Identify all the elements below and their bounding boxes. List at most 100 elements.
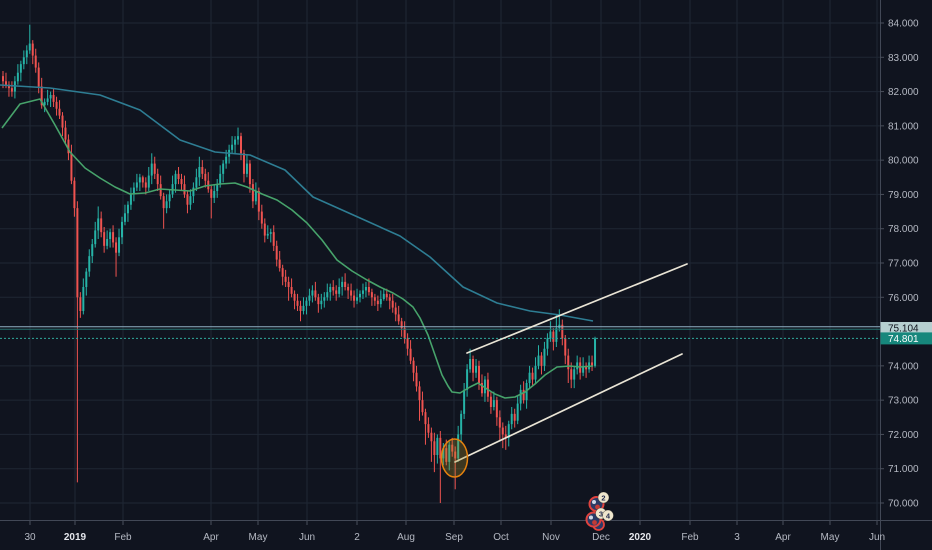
price-axis-background[interactable] bbox=[880, 0, 932, 550]
candle-body bbox=[397, 314, 400, 322]
candle bbox=[162, 192, 165, 229]
candle-body bbox=[88, 256, 91, 272]
candle bbox=[49, 91, 52, 107]
candle-body bbox=[213, 190, 216, 198]
candle bbox=[46, 89, 49, 106]
candle-body bbox=[76, 208, 79, 298]
candle bbox=[189, 189, 192, 210]
candle-body bbox=[138, 177, 141, 183]
candle-body bbox=[391, 300, 394, 308]
candle-body bbox=[52, 94, 55, 102]
idea-avatar-detail bbox=[595, 504, 600, 510]
candle bbox=[115, 237, 118, 277]
candle bbox=[302, 297, 305, 315]
candle bbox=[10, 81, 13, 97]
ellipse-annotation[interactable] bbox=[440, 438, 469, 478]
candle-body bbox=[7, 84, 10, 89]
candle-body bbox=[385, 293, 388, 298]
ma-short-line[interactable] bbox=[1, 98, 594, 399]
candle-body bbox=[225, 156, 228, 164]
candle bbox=[478, 360, 480, 390]
idea-avatar-detail bbox=[589, 515, 593, 520]
candle bbox=[103, 226, 106, 253]
candle-body bbox=[147, 175, 150, 188]
candle-body bbox=[64, 127, 67, 140]
candle bbox=[510, 406, 513, 430]
idea-avatar-detail bbox=[592, 520, 597, 525]
candle bbox=[210, 185, 213, 219]
candle bbox=[121, 216, 123, 245]
candle bbox=[415, 365, 418, 392]
idea-count-label: 2 bbox=[601, 493, 605, 502]
candle bbox=[31, 40, 34, 65]
time-axis-label: Jun bbox=[299, 532, 315, 543]
candle-body bbox=[272, 232, 275, 246]
candle-body bbox=[10, 88, 13, 92]
candle bbox=[403, 321, 406, 344]
candle-body bbox=[263, 223, 266, 236]
candle-body bbox=[37, 67, 40, 87]
candle-body bbox=[353, 295, 356, 301]
candle bbox=[234, 136, 237, 154]
candle-body bbox=[195, 177, 198, 188]
candle bbox=[55, 96, 58, 116]
candle-body bbox=[49, 94, 52, 99]
candle-body bbox=[516, 403, 519, 421]
time-axis[interactable]: 30 2019 Feb Apr May Jun 2 Aug Sep Oct Nov Dec 2020 Fe… bbox=[0, 520, 932, 550]
time-axis-label: Nov bbox=[542, 532, 560, 543]
candle bbox=[594, 336, 597, 368]
candle-body bbox=[156, 173, 159, 185]
candle-body bbox=[183, 184, 186, 195]
candle bbox=[248, 160, 251, 193]
candle bbox=[364, 281, 367, 298]
candle-body bbox=[311, 290, 314, 296]
candle-body bbox=[406, 338, 409, 349]
candle bbox=[335, 285, 338, 301]
time-axis-label: Dec bbox=[592, 532, 610, 543]
idea-marker[interactable]: 2 bbox=[588, 491, 610, 512]
candle bbox=[501, 422, 504, 449]
candle-body bbox=[314, 290, 317, 298]
candle-body bbox=[82, 286, 85, 311]
candle-body bbox=[132, 187, 135, 195]
candle bbox=[186, 190, 189, 214]
candle bbox=[174, 170, 177, 193]
time-axis-label: Apr bbox=[203, 532, 219, 543]
candle-body bbox=[320, 300, 323, 305]
candle-body bbox=[73, 180, 76, 209]
candle-body bbox=[451, 444, 454, 452]
candle bbox=[153, 156, 156, 179]
candle-body bbox=[356, 297, 359, 301]
price-axis-label: 79.000 bbox=[888, 190, 919, 201]
candle bbox=[272, 225, 275, 251]
candle-body bbox=[242, 153, 245, 174]
candle bbox=[129, 187, 132, 210]
candle-body bbox=[543, 348, 546, 366]
candle-body bbox=[284, 276, 287, 282]
price-axis[interactable]: 84.000 83.000 82.000 81.000 80.000 79.000 78.0… bbox=[880, 0, 932, 550]
candle bbox=[356, 288, 359, 305]
candle bbox=[168, 189, 171, 209]
candle-body bbox=[350, 290, 353, 296]
candle-body bbox=[2, 76, 4, 82]
ma-long-line[interactable] bbox=[0, 84, 594, 322]
candle bbox=[308, 288, 311, 306]
candle bbox=[281, 264, 284, 286]
candle-body bbox=[198, 166, 201, 178]
time-axis-background[interactable] bbox=[0, 520, 880, 550]
channel-lower-trendline[interactable] bbox=[454, 353, 683, 463]
time-axis-label: Aug bbox=[397, 532, 415, 543]
candle-body bbox=[424, 412, 427, 425]
candle-body bbox=[323, 297, 326, 301]
candle bbox=[222, 160, 225, 183]
time-axis-label: Feb bbox=[114, 532, 132, 543]
candle bbox=[70, 144, 73, 185]
candle bbox=[495, 396, 498, 426]
candle bbox=[585, 362, 588, 378]
channel-upper-trendline[interactable] bbox=[466, 263, 688, 354]
candle bbox=[192, 182, 195, 203]
candle-body bbox=[486, 379, 489, 397]
candle bbox=[85, 268, 88, 296]
candle-body bbox=[278, 259, 281, 269]
